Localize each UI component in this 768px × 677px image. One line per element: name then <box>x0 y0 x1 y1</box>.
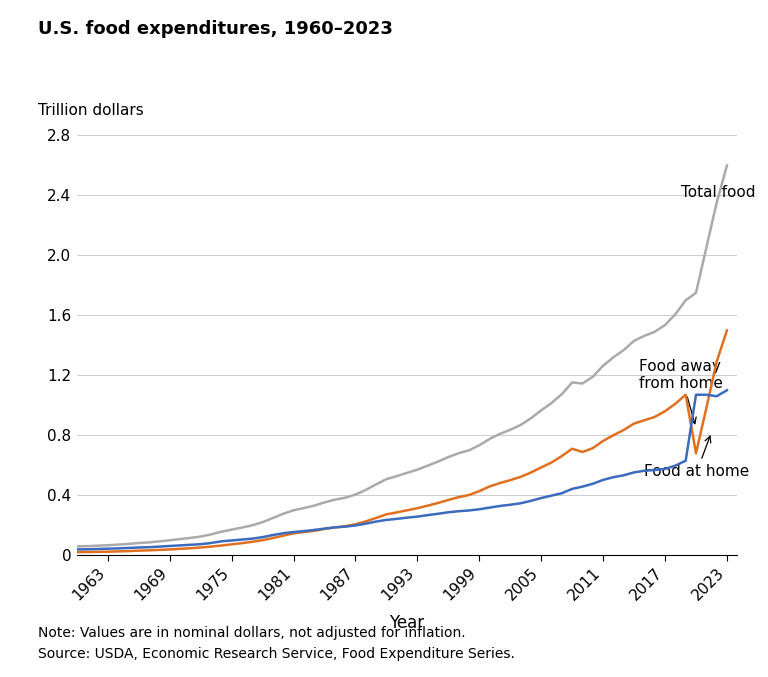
Text: Food away
from home: Food away from home <box>639 359 723 424</box>
Text: Note: Values are in nominal dollars, not adjusted for inflation.: Note: Values are in nominal dollars, not… <box>38 626 466 640</box>
Text: Food at home: Food at home <box>644 436 750 479</box>
Text: Total food: Total food <box>680 185 755 200</box>
X-axis label: Year: Year <box>389 614 425 632</box>
Text: U.S. food expenditures, 1960–2023: U.S. food expenditures, 1960–2023 <box>38 20 393 39</box>
Text: Trillion dollars: Trillion dollars <box>38 104 144 118</box>
Text: Source: USDA, Economic Research Service, Food Expenditure Series.: Source: USDA, Economic Research Service,… <box>38 647 515 661</box>
